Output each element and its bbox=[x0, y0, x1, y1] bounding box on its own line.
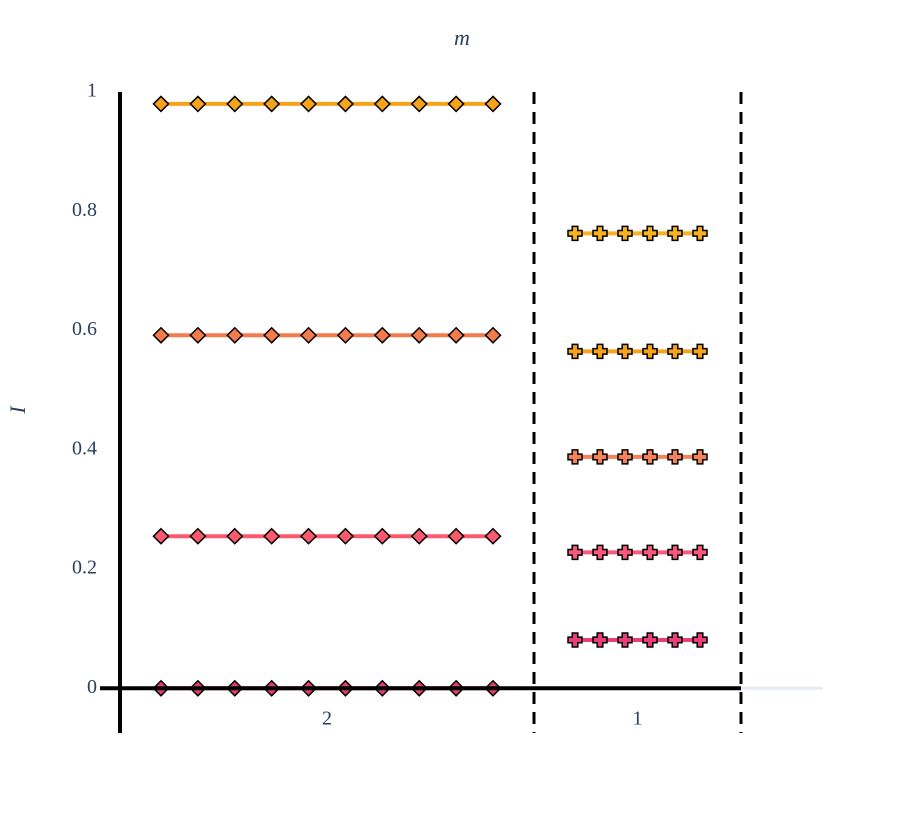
marker bbox=[667, 632, 683, 648]
marker bbox=[484, 326, 502, 344]
marker bbox=[447, 527, 465, 545]
marker bbox=[226, 95, 244, 113]
y-axis-label: I bbox=[5, 405, 30, 415]
chart-title: m bbox=[454, 25, 470, 50]
marker bbox=[692, 225, 708, 242]
marker bbox=[617, 449, 633, 465]
marker bbox=[263, 326, 281, 344]
marker bbox=[567, 544, 583, 561]
marker bbox=[373, 95, 391, 113]
marker bbox=[373, 326, 391, 344]
marker bbox=[299, 326, 318, 344]
marker bbox=[592, 449, 608, 465]
marker bbox=[667, 544, 683, 561]
marker bbox=[567, 343, 583, 360]
marker bbox=[189, 95, 207, 113]
marker bbox=[692, 343, 708, 360]
marker bbox=[447, 95, 465, 113]
x-tick-label: 2 bbox=[322, 708, 332, 730]
marker bbox=[642, 343, 658, 360]
x-tick-label: 1 bbox=[633, 708, 643, 730]
marker bbox=[642, 544, 658, 561]
y-tick-label: 0.8 bbox=[72, 199, 97, 221]
marker bbox=[299, 527, 318, 545]
marker bbox=[263, 527, 281, 545]
marker bbox=[642, 632, 658, 648]
marker bbox=[592, 544, 608, 561]
marker bbox=[410, 527, 428, 545]
y-tick-label: 0 bbox=[87, 676, 97, 698]
marker bbox=[447, 326, 465, 344]
marker bbox=[567, 449, 583, 465]
marker bbox=[592, 632, 608, 648]
marker bbox=[410, 95, 428, 113]
y-tick-label: 0.6 bbox=[72, 318, 97, 340]
marker bbox=[484, 95, 502, 113]
marker bbox=[152, 95, 170, 113]
marker bbox=[152, 527, 170, 545]
marker bbox=[667, 343, 683, 360]
marker bbox=[642, 449, 658, 465]
marker bbox=[410, 326, 428, 344]
marker bbox=[617, 343, 633, 360]
marker bbox=[617, 632, 633, 648]
marker bbox=[189, 527, 207, 545]
y-tick-label: 1 bbox=[87, 80, 97, 102]
marker bbox=[226, 326, 244, 344]
marker bbox=[299, 95, 318, 113]
marker bbox=[484, 527, 502, 545]
marker bbox=[667, 225, 683, 242]
marker bbox=[226, 527, 244, 545]
marker bbox=[189, 326, 207, 344]
marker bbox=[567, 632, 583, 648]
marker bbox=[336, 95, 355, 113]
marker bbox=[617, 225, 633, 242]
y-tick-label: 0.2 bbox=[72, 557, 97, 579]
marker bbox=[373, 527, 391, 545]
marker bbox=[642, 225, 658, 242]
marker bbox=[592, 343, 608, 360]
marker bbox=[567, 225, 583, 242]
marker bbox=[667, 449, 683, 465]
marker bbox=[592, 225, 608, 242]
marker bbox=[617, 544, 633, 561]
y-tick-label: 0.4 bbox=[72, 437, 97, 459]
marker bbox=[336, 326, 355, 344]
marker bbox=[692, 632, 708, 648]
marker bbox=[152, 326, 170, 344]
marker bbox=[336, 527, 355, 545]
marker bbox=[692, 544, 708, 561]
marker bbox=[692, 449, 708, 465]
marker bbox=[263, 95, 281, 113]
